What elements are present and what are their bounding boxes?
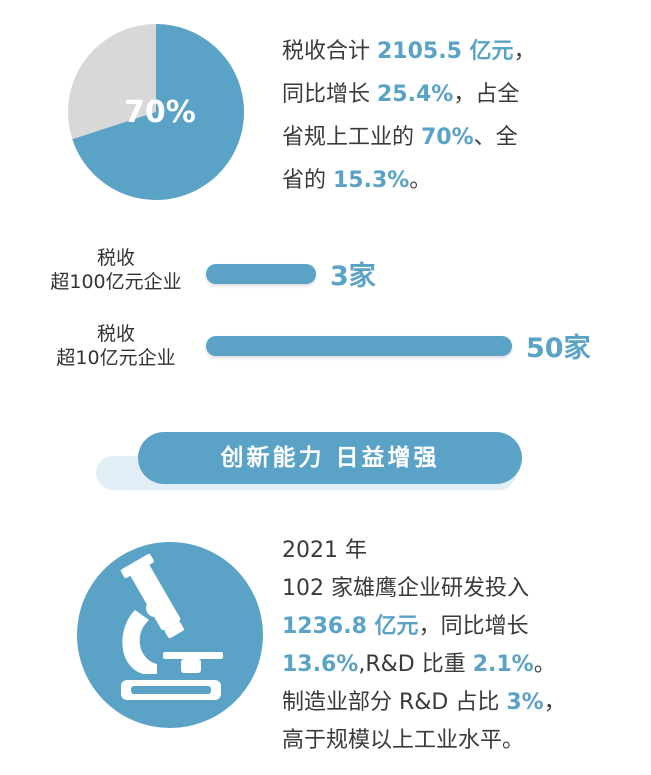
rd-text: ， [543,690,566,715]
summary-text: 、全 [473,125,518,150]
summary-text: 同比增长 [282,82,377,107]
summary-value: 2105.5 亿元 [377,39,514,64]
microscope-icon [77,542,263,728]
rd-line: 2021 年 [282,538,367,563]
tax-summary-text: 税收合计 2105.5 亿元， 同比增长 25.4%，占全 省规上工业的 70%… [282,30,642,202]
bar-label-line: 税收 [96,323,135,345]
section-banner-title: 创新能力 日益增强 [138,432,522,484]
summary-text: 省的 [282,168,333,193]
bar-value: 50家 [526,333,591,364]
rd-value: 1236.8 亿元 [282,614,419,639]
tax-share-pie-chart [68,24,244,200]
rd-summary-text: 2021 年 102 家雄鹰企业研发投入 1236.8 亿元，同比增长 13.6… [282,532,642,760]
summary-text: 。 [409,168,432,193]
rd-line: 高于规模以上工业水平。 [282,728,525,753]
bar-10yi-companies [206,336,512,356]
summary-text: ， [513,39,536,64]
bar-100yi-companies [206,264,316,284]
pie-percentage-label: 70% [124,95,196,130]
summary-text: ，占全 [453,82,520,107]
bar-label-line: 超10亿元企业 [56,347,176,369]
rd-text: 制造业部分 R&D 占比 [282,690,507,715]
summary-text: 省规上工业的 [282,125,421,150]
rd-value: 3% [506,690,544,715]
summary-value: 70% [421,125,474,150]
bar-label: 税收 超10亿元企业 [28,322,204,370]
rd-value: 13.6% [282,652,359,677]
pie-main-slice [72,24,244,200]
bar-label-line: 超100亿元企业 [50,271,182,293]
bar-label: 税收 超100亿元企业 [28,246,204,294]
rd-text: ，同比增长 [418,614,529,639]
summary-value: 15.3% [333,168,410,193]
bar-label-line: 税收 [96,247,135,269]
rd-value: 2.1% [472,652,534,677]
rd-text: ,R&D 比重 [358,652,473,677]
bar-value: 3家 [330,261,376,292]
rd-text: 。 [533,652,556,677]
summary-text: 税收合计 [282,39,377,64]
summary-value: 25.4% [377,82,454,107]
rd-line: 102 家雄鹰企业研发投入 [282,576,529,601]
